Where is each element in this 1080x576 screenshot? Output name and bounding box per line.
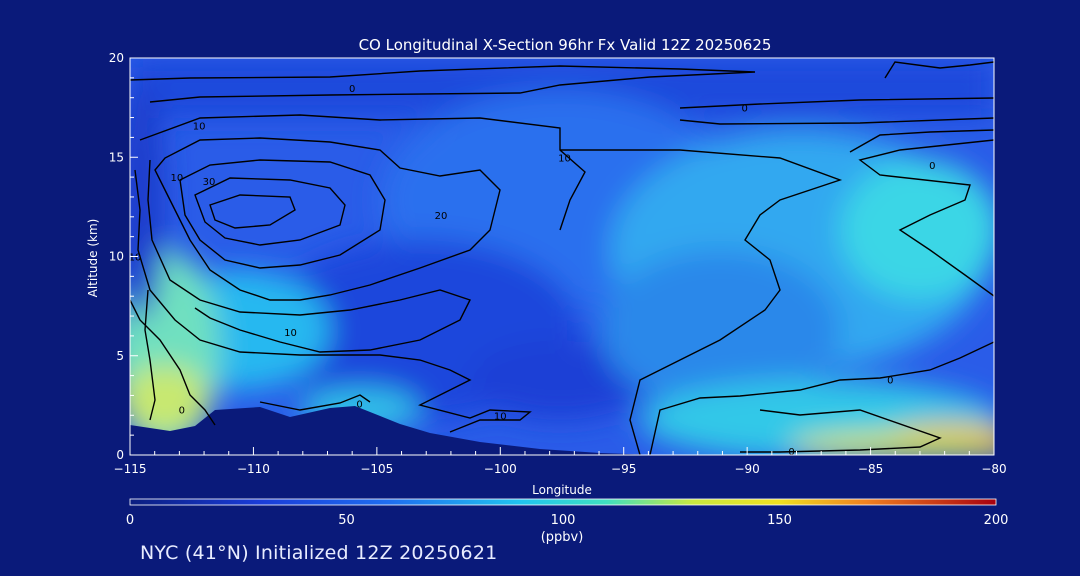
contour-line — [679, 117, 994, 125]
contour-label: 0 — [788, 447, 794, 458]
contour-line — [130, 299, 216, 426]
x-tick-label: −80 — [981, 462, 1006, 476]
contour-label: 0 — [887, 376, 893, 387]
contour-label: 10 — [494, 411, 507, 422]
contour-line — [649, 341, 994, 455]
contour-label: 10 — [129, 253, 142, 264]
x-tick-label: −85 — [858, 462, 883, 476]
x-tick-label: −100 — [484, 462, 517, 476]
y-tick-label: 20 — [109, 51, 124, 65]
colorbar — [129, 498, 997, 506]
y-tick-label: 10 — [109, 250, 124, 264]
contour-labels: 0 10 30 10 20 10 0 0 10 10 0 0 10 0 0 — [129, 84, 936, 458]
contour-line — [679, 97, 994, 109]
x-tick-label: −105 — [360, 462, 393, 476]
contour-line — [139, 114, 586, 231]
chart-title: CO Longitudinal X-Section 96hr Fx Valid … — [359, 36, 772, 54]
colorbar-tick-label: 50 — [338, 513, 355, 528]
contour-line — [209, 194, 296, 229]
contour-line — [858, 139, 994, 297]
terrain-mask — [130, 406, 994, 460]
colorbar-tick-label: 0 — [126, 513, 134, 528]
contour-label: 20 — [435, 211, 448, 222]
contour-line — [134, 169, 532, 433]
contour-label: 0 — [741, 104, 747, 115]
colorbar-tick-label: 200 — [984, 513, 1009, 528]
contour-line — [259, 394, 371, 411]
contour-line — [147, 159, 471, 353]
contour-line — [130, 65, 756, 103]
co-contour-lines — [130, 61, 994, 455]
contour-line — [849, 129, 994, 153]
contour-line — [740, 409, 942, 453]
contour-label: 30 — [203, 177, 216, 188]
x-axis: −115 −110 −105 −100 −95 −90 −85 −80 — [114, 447, 1007, 476]
colorbar-tick-label: 150 — [767, 513, 792, 528]
contour-line — [154, 137, 501, 301]
y-tick-label: 0 — [116, 448, 124, 462]
colorbar-unit: (ppbv) — [541, 530, 584, 545]
contour-line — [884, 61, 994, 79]
contour-label: 0 — [356, 399, 362, 410]
x-tick-label: −95 — [611, 462, 636, 476]
y-axis-label: Altitude (km) — [86, 219, 100, 298]
contour-line — [194, 177, 346, 246]
contour-line — [144, 289, 156, 421]
contour-label: 0 — [179, 405, 185, 416]
colorbar-tick-label: 100 — [551, 513, 576, 528]
x-tick-label: −115 — [114, 462, 147, 476]
x-axis-label: Longitude — [532, 483, 592, 497]
y-tick-label: 5 — [116, 349, 124, 363]
y-tick-label: 15 — [109, 150, 124, 164]
initialization-note: NYC (41°N) Initialized 12Z 20250621 — [140, 542, 498, 564]
contour-label: 10 — [284, 328, 297, 339]
contour-label: 0 — [349, 84, 355, 95]
contour-label: 0 — [929, 161, 935, 172]
co-concentration-field — [130, 58, 994, 455]
x-tick-label: −90 — [734, 462, 759, 476]
contour-label: 10 — [171, 173, 184, 184]
contour-label: 10 — [193, 121, 206, 132]
contour-line — [560, 149, 843, 455]
contour-line — [179, 159, 386, 269]
y-axis: 0 5 10 15 20 — [109, 51, 138, 462]
x-tick-label: −110 — [237, 462, 270, 476]
colorbar-ticks: 0 50 100 150 200 — [126, 513, 1009, 528]
contour-label: 10 — [558, 153, 571, 164]
